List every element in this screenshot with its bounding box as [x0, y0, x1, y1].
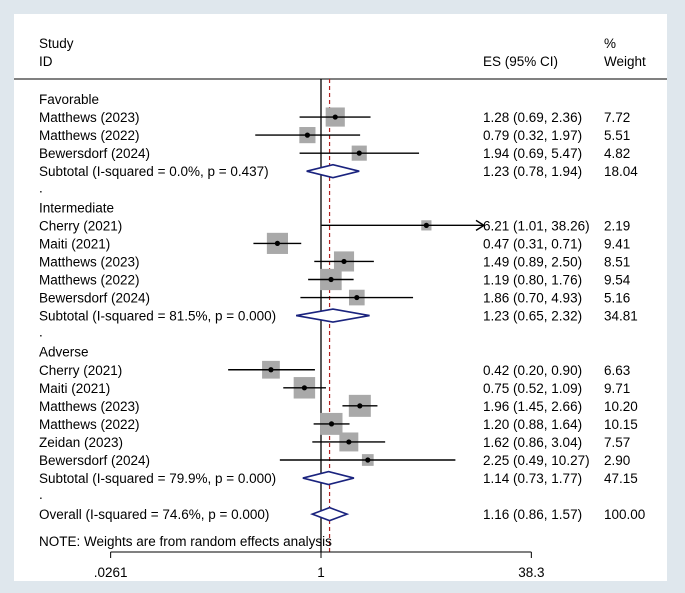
- point-estimate: [341, 258, 347, 265]
- weight-text: 47.15: [604, 471, 638, 486]
- weight-text: 5.51: [604, 128, 630, 143]
- study-label: Maiti (2021): [39, 381, 110, 396]
- x-tick-label: .0261: [94, 565, 128, 580]
- weight-text: 7.57: [604, 435, 630, 450]
- group-label: Favorable: [39, 92, 99, 107]
- point-estimate: [332, 114, 338, 120]
- subtotal-label: Subtotal (I-squared = 79.9%, p = 0.000): [39, 471, 276, 486]
- header-weight: Weight: [604, 54, 646, 69]
- weight-text: 9.71: [604, 381, 630, 396]
- study-label: Matthews (2022): [39, 128, 140, 143]
- study-label: Matthews (2022): [39, 273, 140, 288]
- study-label: Cherry (2021): [39, 218, 122, 233]
- study-label: Bewersdorf (2024): [39, 453, 150, 468]
- point-estimate: [328, 276, 334, 283]
- point-estimate: [354, 294, 360, 301]
- separator-dot: .: [39, 325, 43, 340]
- es-ci-text: 1.14 (0.73, 1.77): [483, 471, 582, 486]
- weight-text: 6.63: [604, 363, 630, 378]
- es-ci-text: 1.23 (0.78, 1.94): [483, 164, 582, 179]
- weight-text: 100.00: [604, 507, 645, 522]
- point-estimate: [304, 132, 310, 138]
- es-ci-text: 0.42 (0.20, 0.90): [483, 363, 582, 378]
- header-weight-pct: %: [604, 36, 616, 51]
- study-label: Bewersdorf (2024): [39, 146, 150, 161]
- note: NOTE: Weights are from random effects an…: [39, 534, 332, 549]
- subtotal-label: Subtotal (I-squared = 0.0%, p = 0.437): [39, 164, 269, 179]
- weight-text: 9.41: [604, 236, 630, 251]
- x-tick-label: 38.3: [518, 565, 544, 580]
- weight-text: 10.15: [604, 417, 638, 432]
- point-estimate: [346, 439, 352, 445]
- separator-dot: .: [39, 180, 43, 195]
- study-label: Matthews (2023): [39, 110, 140, 125]
- point-estimate: [356, 150, 362, 156]
- header-study: Study: [39, 36, 74, 51]
- weight-text: 2.19: [604, 218, 630, 233]
- es-ci-text: 1.23 (0.65, 2.32): [483, 309, 582, 324]
- weight-text: 18.04: [604, 164, 638, 179]
- es-ci-text: 0.75 (0.52, 1.09): [483, 381, 582, 396]
- study-label: Maiti (2021): [39, 236, 110, 251]
- header-id: ID: [39, 54, 53, 69]
- es-ci-text: 1.86 (0.70, 4.93): [483, 291, 582, 306]
- weight-text: 8.51: [604, 254, 630, 269]
- point-estimate: [268, 367, 274, 373]
- weight-text: 2.90: [604, 453, 630, 468]
- weight-text: 7.72: [604, 110, 630, 125]
- es-ci-text: 1.96 (1.45, 2.66): [483, 399, 582, 414]
- subtotal-diamond: [306, 163, 360, 179]
- es-ci-text: 1.19 (0.80, 1.76): [483, 273, 582, 288]
- group-label: Adverse: [39, 345, 89, 360]
- separator-dot: .: [39, 487, 43, 502]
- point-estimate: [301, 385, 308, 391]
- weight-text: 5.16: [604, 291, 630, 306]
- study-label: Matthews (2023): [39, 254, 140, 269]
- point-estimate: [423, 222, 429, 228]
- weight-text: 10.20: [604, 399, 638, 414]
- overall-diamond: [310, 506, 350, 522]
- subtotal-label: Subtotal (I-squared = 81.5%, p = 0.000): [39, 309, 276, 324]
- study-label: Matthews (2023): [39, 399, 140, 414]
- header-es: ES (95% CI): [483, 54, 558, 69]
- es-ci-text: 1.28 (0.69, 2.36): [483, 110, 582, 125]
- weight-text: 34.81: [604, 309, 638, 324]
- weight-text: 9.54: [604, 273, 631, 288]
- study-label: Zeidan (2023): [39, 435, 123, 450]
- overall-label: Overall (I-squared = 74.6%, p = 0.000): [39, 507, 269, 522]
- group-label: Intermediate: [39, 200, 114, 215]
- ci-arrow: [475, 219, 486, 231]
- x-tick-label: 1: [317, 565, 325, 580]
- weight-text: 4.82: [604, 146, 630, 161]
- study-label: Cherry (2021): [39, 363, 122, 378]
- es-ci-text: 1.94 (0.69, 5.47): [483, 146, 582, 161]
- study-label: Matthews (2022): [39, 417, 140, 432]
- point-estimate: [328, 421, 335, 427]
- forest-plot: Study ID ES (95% CI) % Weight Favorable M…: [14, 36, 667, 580]
- point-estimate: [357, 403, 363, 409]
- es-ci-text: 1.49 (0.89, 2.50): [483, 254, 582, 269]
- es-ci-text: 6.21 (1.01, 38.26): [483, 218, 590, 233]
- point-estimate: [274, 240, 281, 246]
- study-label: Bewersdorf (2024): [39, 291, 150, 306]
- forest-plot-panel: Study ID ES (95% CI) % Weight Favorable M…: [14, 14, 667, 581]
- es-ci-text: 1.62 (0.86, 3.04): [483, 435, 582, 450]
- subtotal-diamond: [302, 470, 355, 486]
- es-ci-text: 2.25 (0.49, 10.27): [483, 453, 590, 468]
- es-ci-text: 1.16 (0.86, 1.57): [483, 507, 582, 522]
- es-ci-text: 1.20 (0.88, 1.64): [483, 417, 582, 432]
- es-ci-text: 0.47 (0.31, 0.71): [483, 236, 582, 251]
- subtotal-diamond: [296, 308, 370, 323]
- point-estimate: [365, 457, 371, 463]
- es-ci-text: 0.79 (0.32, 1.97): [483, 128, 582, 143]
